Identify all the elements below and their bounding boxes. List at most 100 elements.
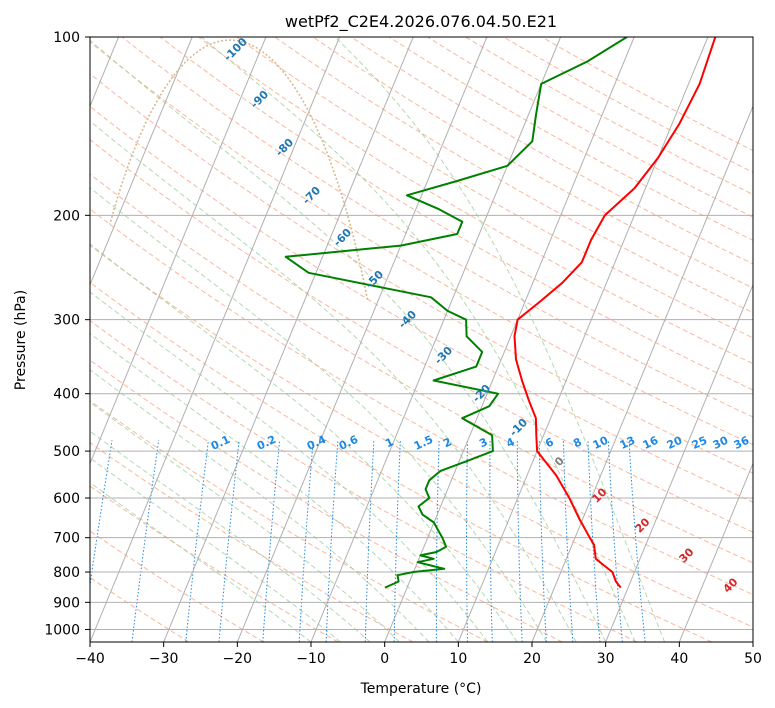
mixing-ratio-line bbox=[607, 440, 623, 642]
mixing-ratio-label: 0.1 bbox=[209, 433, 232, 453]
moist-adiabat bbox=[90, 482, 312, 642]
dry-adiabat bbox=[90, 530, 264, 642]
moist-adiabat bbox=[90, 39, 607, 642]
dry-adiabat bbox=[90, 442, 414, 642]
mixing-ratio-label: 1.5 bbox=[412, 433, 435, 453]
mixing-ratio-label: 30 bbox=[711, 434, 731, 452]
y-tick-label: 600 bbox=[53, 491, 80, 507]
x-tick-label: 0 bbox=[380, 651, 389, 667]
y-tick-label: 700 bbox=[53, 531, 80, 547]
moist-adiabat bbox=[90, 430, 371, 642]
dry-adiabat-label: -90 bbox=[248, 88, 271, 111]
mixing-ratio-label: 20 bbox=[665, 434, 685, 452]
dry-adiabat bbox=[90, 73, 753, 474]
x-tick-label: 40 bbox=[670, 651, 688, 667]
mixing-ratio-label: 36 bbox=[732, 434, 752, 452]
dry-adiabat bbox=[350, 37, 753, 265]
dry-adiabat-label: -80 bbox=[273, 136, 296, 159]
moist-adiabat bbox=[90, 369, 430, 642]
mixing-ratio-line bbox=[90, 440, 113, 589]
dry-adiabat bbox=[121, 37, 753, 418]
y-tick-label: 300 bbox=[53, 313, 80, 329]
moist-adiabat bbox=[200, 37, 636, 642]
y-tick-label: 900 bbox=[53, 595, 80, 611]
mixing-ratio-line bbox=[562, 440, 574, 642]
dry-adiabat bbox=[159, 37, 753, 391]
dewpoint-profile-line bbox=[284, 37, 628, 589]
y-tick-label: 800 bbox=[53, 565, 80, 581]
dry-adiabat bbox=[90, 359, 563, 642]
x-tick-label: 10 bbox=[449, 651, 467, 667]
mixing-ratio-line bbox=[131, 440, 160, 642]
moist-adiabat bbox=[90, 291, 489, 642]
isotherm-line bbox=[678, 462, 753, 642]
dry-adiabat bbox=[312, 37, 753, 289]
isotherm-line bbox=[752, 640, 753, 642]
x-tick-label: −10 bbox=[296, 651, 326, 667]
dry-adiabat bbox=[541, 37, 753, 152]
isotherm-line bbox=[236, 37, 488, 642]
isotherm-line bbox=[310, 37, 562, 642]
dry-adiabat-label: -30 bbox=[432, 344, 455, 367]
moist-adiabat bbox=[90, 243, 518, 642]
temperature-profile-line bbox=[513, 37, 717, 589]
dry-adiabat bbox=[427, 37, 753, 218]
dry-adiabat bbox=[198, 37, 753, 365]
mixing-ratio-line bbox=[185, 440, 209, 642]
moist-adiabat bbox=[90, 187, 548, 642]
y-tick-label: 400 bbox=[53, 387, 80, 403]
isotherm-line bbox=[457, 37, 709, 642]
mixing-ratio-label: 0.2 bbox=[255, 433, 278, 453]
x-tick-label: −40 bbox=[75, 651, 105, 667]
mixing-ratio-line bbox=[538, 440, 547, 642]
mixing-ratio-line bbox=[393, 440, 401, 642]
dry-adiabat bbox=[90, 139, 753, 533]
y-tick-label: 500 bbox=[53, 444, 80, 460]
dry-adiabat-label: -100 bbox=[221, 35, 250, 64]
isotherm-line bbox=[531, 104, 753, 642]
mixing-ratio-label: 8 bbox=[571, 435, 583, 450]
y-tick-label: 100 bbox=[53, 30, 80, 46]
isotherm-line bbox=[163, 37, 414, 642]
y-tick-label: 1000 bbox=[44, 622, 80, 638]
x-tick-layer: −40 −30 −20 −10 0 10 20 30 40 50 bbox=[75, 642, 762, 667]
mixing-ratio-line bbox=[262, 440, 281, 642]
dry-adiabat bbox=[90, 173, 753, 564]
grid-layer bbox=[90, 37, 753, 642]
mixing-ratio-label: 3 bbox=[477, 435, 489, 450]
mixing-ratio-label: 13 bbox=[618, 434, 637, 452]
mixing-ratio-line bbox=[516, 440, 523, 642]
dry-adiabat-label: 30 bbox=[677, 545, 697, 565]
dry-adiabat bbox=[90, 281, 712, 642]
moist-adiabat bbox=[90, 120, 577, 642]
dry-adiabat bbox=[90, 320, 638, 642]
y-tick-label: 200 bbox=[53, 208, 80, 224]
dry-adiabat bbox=[465, 37, 753, 196]
dry-adiabat bbox=[90, 400, 488, 642]
mixing-ratio-line bbox=[628, 440, 646, 642]
moist-adiabat bbox=[90, 332, 459, 642]
mixing-ratio-label: 0.4 bbox=[305, 433, 328, 453]
mixing-ratio-label: 10 bbox=[591, 434, 611, 452]
dry-adiabat-label: 10 bbox=[590, 485, 610, 505]
isotherm-line bbox=[90, 37, 341, 642]
ccl-arc bbox=[109, 39, 369, 300]
dry-adiabat-label: -70 bbox=[300, 184, 323, 207]
mixing-ratio-line bbox=[298, 440, 314, 642]
mixing-ratio-line bbox=[465, 440, 468, 642]
plot-frame bbox=[89, 36, 754, 643]
mixing-ratio-label: 16 bbox=[641, 434, 661, 452]
x-tick-label: 20 bbox=[523, 651, 541, 667]
y-tick-layer: 100 200 300 400 500 600 700 800 900 1000 bbox=[44, 30, 90, 638]
isotherm-line bbox=[605, 283, 753, 642]
mixing-ratio-label: 6 bbox=[543, 435, 556, 450]
mixing-ratio-line bbox=[489, 440, 493, 642]
dry-adiabat bbox=[90, 244, 753, 628]
series-layer bbox=[284, 37, 717, 589]
x-tick-label: −20 bbox=[223, 651, 253, 667]
mixing-ratio-label: 25 bbox=[690, 434, 709, 452]
dry-adiabat bbox=[90, 41, 753, 446]
mixing-ratio-line bbox=[364, 440, 375, 642]
x-axis-label: Temperature (°C) bbox=[360, 681, 482, 697]
